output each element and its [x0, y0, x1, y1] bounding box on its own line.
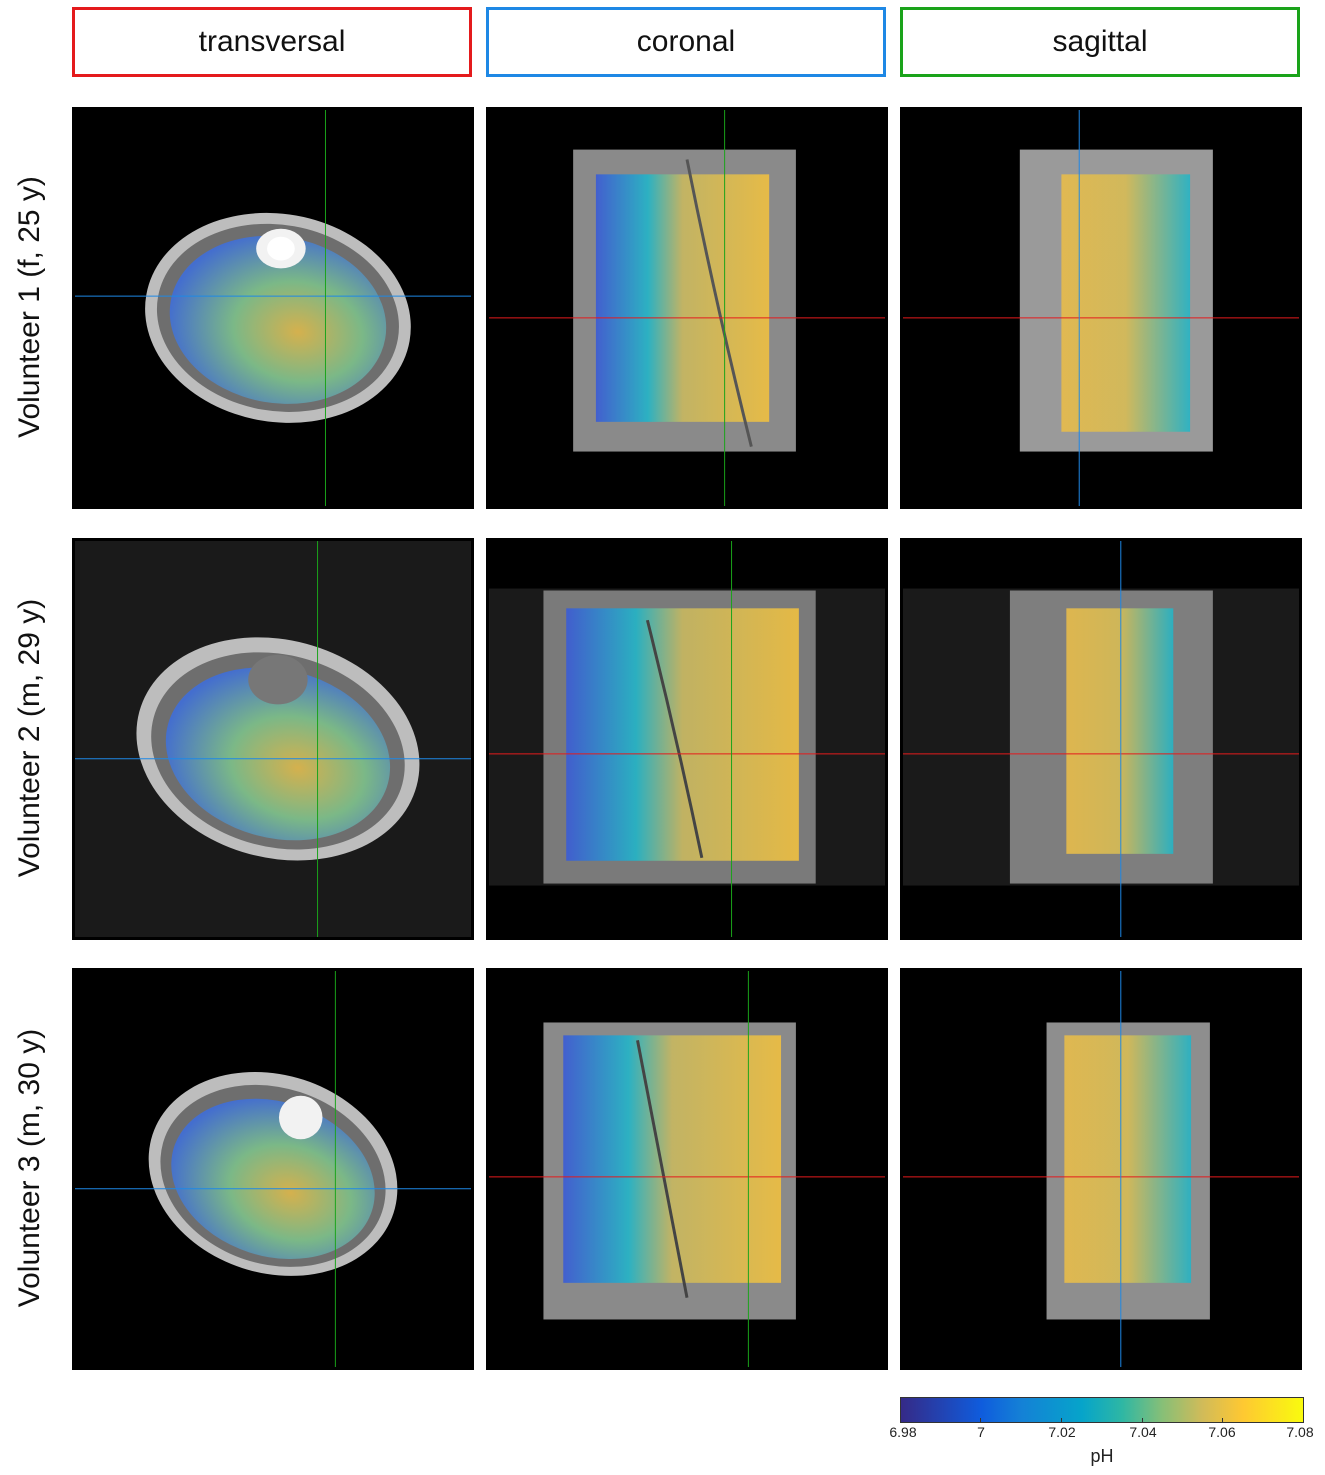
- mri-panel-v3-coronal: [486, 968, 888, 1370]
- column-header-transversal: transversal: [72, 7, 472, 77]
- colorbar-tick-mark: [1222, 1418, 1223, 1423]
- colorbar-tick-mark: [980, 1418, 981, 1423]
- mri-panel-v1-transversal: [72, 107, 474, 509]
- colorbar-tick-label: 6.98: [889, 1424, 917, 1440]
- colorbar-tick-label: 7.02: [1048, 1424, 1076, 1440]
- colorbar-tick-mark: [1142, 1418, 1143, 1423]
- colorbar-tick-mark: [1061, 1418, 1062, 1423]
- row-label-text: Volunteer 1 (f, 25 y): [13, 176, 46, 438]
- column-header-label: sagittal: [1052, 25, 1148, 58]
- colorbar-tick-label: 7: [977, 1424, 985, 1440]
- ph-colorbar: [900, 1397, 1304, 1423]
- column-header-label: coronal: [636, 25, 736, 58]
- mri-panel-v2-transversal: [72, 538, 474, 940]
- colorbar-tick-label: 7.06: [1208, 1424, 1236, 1440]
- column-header-sagittal: sagittal: [900, 7, 1300, 77]
- row-label-volunteer-2: Volunteer 2 (m, 29 y): [0, 538, 60, 938]
- mri-panel-v2-coronal: [486, 538, 888, 940]
- row-label-text: Volunteer 3 (m, 30 y): [13, 1028, 46, 1308]
- column-header-label: transversal: [198, 25, 346, 58]
- mri-panel-v3-transversal: [72, 968, 474, 1370]
- mri-panel-v3-sagittal: [900, 968, 1302, 1370]
- colorbar-axis-label: pH: [1090, 1446, 1114, 1466]
- colorbar-tick-label: 7.08: [1286, 1424, 1314, 1440]
- mri-panel-v1-coronal: [486, 107, 888, 509]
- row-label-text: Volunteer 2 (m, 29 y): [13, 598, 46, 878]
- mri-panel-v1-sagittal: [900, 107, 1302, 509]
- row-label-volunteer-1: Volunteer 1 (f, 25 y): [0, 107, 60, 507]
- row-label-volunteer-3: Volunteer 3 (m, 30 y): [0, 968, 60, 1368]
- colorbar-tick-label: 7.04: [1129, 1424, 1157, 1440]
- column-header-coronal: coronal: [486, 7, 886, 77]
- mri-panel-v2-sagittal: [900, 538, 1302, 940]
